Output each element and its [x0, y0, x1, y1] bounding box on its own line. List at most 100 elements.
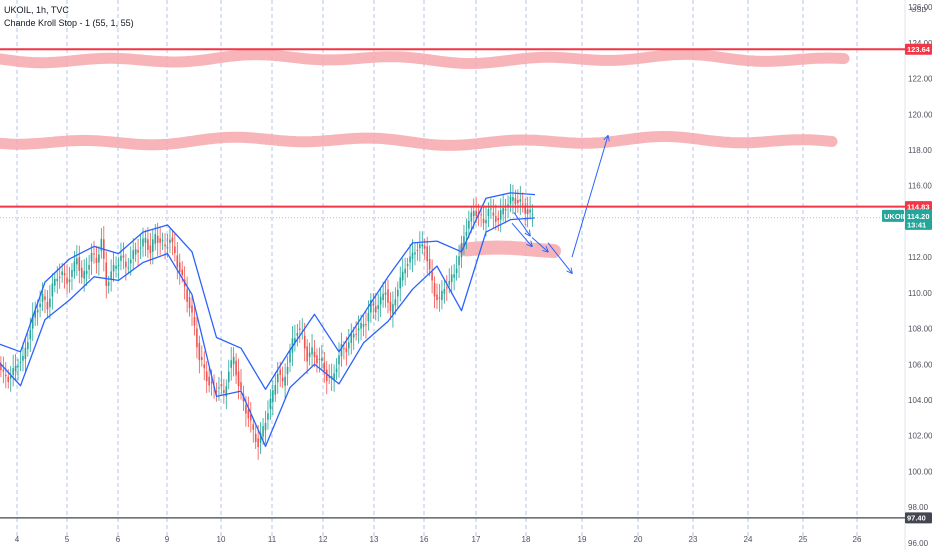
time-tick-label: 6: [116, 535, 121, 544]
time-tick-label: 18: [522, 535, 531, 544]
candle-body: [31, 315, 34, 329]
candle-body: [90, 252, 93, 262]
time-tick-label: 9: [165, 535, 170, 544]
candle-body: [394, 299, 397, 306]
candle-body: [105, 262, 108, 286]
candle-body: [24, 347, 27, 359]
candle-body: [88, 264, 90, 270]
candle-body: [93, 253, 95, 255]
indicator-title[interactable]: Chande Kroll Stop - 1 (55, 1, 55): [4, 18, 134, 28]
candle-body: [152, 239, 154, 252]
candle-body: [379, 296, 382, 305]
candle-body: [531, 214, 534, 216]
candle-body: [12, 368, 14, 375]
candle-body: [171, 237, 174, 242]
candle-body: [247, 409, 250, 419]
candle-body: [318, 358, 321, 360]
candle-body: [276, 374, 279, 383]
time-tick-label: 19: [578, 535, 587, 544]
candle-body: [455, 268, 458, 274]
candle-body: [161, 240, 164, 242]
highlight-zone: [0, 48, 850, 69]
candle-body: [526, 208, 529, 215]
candle-body: [107, 282, 110, 286]
candle-body: [51, 283, 54, 297]
candle-body: [19, 361, 22, 363]
candle-body: [83, 270, 85, 279]
candle-body: [125, 261, 127, 268]
candle-body: [252, 424, 255, 430]
candle-body: [203, 364, 206, 369]
candle-body: [63, 273, 66, 276]
candle-body: [54, 278, 56, 286]
candle-body: [181, 269, 183, 276]
candle-body: [201, 357, 203, 360]
candle-body: [355, 333, 357, 335]
candle-body: [499, 210, 502, 220]
candle-body: [78, 257, 81, 271]
candle-body: [0, 364, 2, 371]
projection-arrow[interactable]: [511, 222, 532, 246]
candle-body: [220, 383, 223, 387]
candle-body: [311, 347, 313, 355]
price-tag: [905, 201, 932, 213]
symbol-title[interactable]: UKOIL, 1h, TVC: [4, 5, 69, 15]
candle-body: [333, 373, 335, 381]
candle-body: [352, 334, 355, 338]
candle-body: [272, 390, 274, 402]
price-tag-label: 97.40: [907, 514, 926, 523]
candle-body: [497, 217, 500, 221]
candle-body: [289, 350, 291, 363]
highlight-zones: [0, 48, 850, 258]
candle-body: [441, 290, 443, 300]
candle-body: [154, 234, 157, 244]
candle-body: [504, 208, 507, 211]
time-tick-label: 5: [65, 535, 70, 544]
price-tick-label: 108.00: [908, 325, 932, 334]
candle-body: [218, 387, 220, 389]
chart-legend: UKOIL, 1h, TVC Chande Kroll Stop - 1 (55…: [4, 4, 134, 30]
candle-body: [225, 386, 228, 397]
candle-body: [325, 369, 328, 382]
candle-body: [196, 328, 198, 348]
time-axis[interactable]: 4 5 6 9 10 11 12 13 16 17 18 19 20 23 24 25 26: [0, 530, 905, 550]
candle-body: [492, 212, 495, 216]
projection-arrow[interactable]: [547, 242, 572, 273]
candle-body: [404, 268, 406, 274]
candle-body: [338, 355, 340, 365]
price-tag-label: 123.64: [907, 45, 931, 54]
candle-body: [374, 306, 377, 313]
time-tick-label: 4: [15, 535, 20, 544]
candle-body: [421, 244, 424, 247]
time-tick-label: 20: [634, 535, 643, 544]
candle-body: [34, 310, 36, 318]
projection-arrow[interactable]: [513, 212, 530, 236]
candle-body: [367, 312, 370, 322]
candle-body: [235, 360, 237, 376]
price-tick-label: 120.00: [908, 110, 932, 119]
candle-body: [267, 413, 269, 420]
candle-body: [193, 316, 196, 326]
candle-body: [487, 209, 490, 217]
projection-arrow[interactable]: [531, 237, 548, 252]
price-axis[interactable]: 96.00 98.00 100.00 102.00 104.00 106.00 108.00…: [904, 0, 932, 550]
candle-body: [475, 210, 477, 217]
candle-body: [411, 252, 414, 259]
time-tick-label: 12: [319, 535, 328, 544]
time-tick-label: 16: [420, 535, 429, 544]
projection-arrow[interactable]: [571, 136, 608, 258]
candle-body: [517, 200, 519, 204]
candle-body: [227, 371, 230, 383]
candle-body: [443, 288, 446, 294]
candle-body: [426, 246, 428, 262]
candle-body: [328, 376, 330, 378]
candle-body: [306, 346, 308, 362]
candle-body: [139, 247, 142, 249]
projection-arrows[interactable]: [511, 136, 608, 274]
time-tick-label: 24: [744, 535, 753, 544]
candle-body: [507, 204, 509, 207]
candle-body: [313, 351, 316, 358]
candle-body: [254, 433, 257, 442]
